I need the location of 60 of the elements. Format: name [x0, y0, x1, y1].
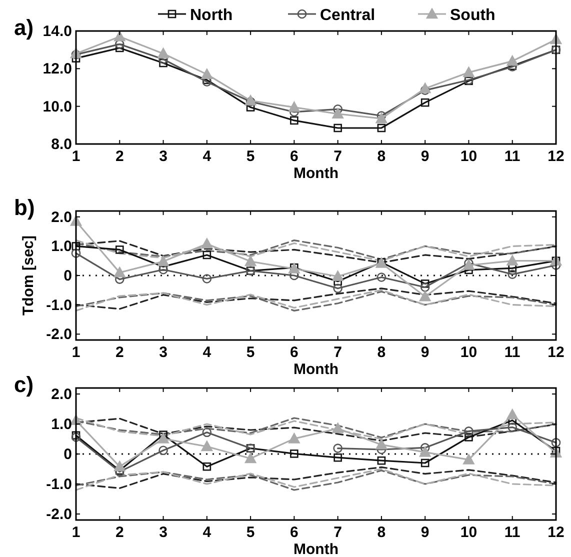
x-tick-label: 2	[115, 148, 124, 165]
x-tick-label: 10	[460, 344, 478, 361]
x-tick-label: 11	[504, 344, 520, 361]
x-tick-label: 2	[115, 344, 124, 361]
x-tick-label: 4	[202, 344, 212, 361]
x-tick-label: 3	[159, 148, 168, 165]
chart-title: c)	[14, 372, 34, 397]
x-tick-label: 2	[115, 524, 124, 541]
x-tick-label: 9	[420, 524, 430, 541]
x-tick-label: 6	[290, 524, 298, 541]
legend-label: North	[190, 7, 233, 24]
x-tick-label: 8	[377, 148, 386, 165]
x-axis-title: Month	[294, 361, 338, 378]
y-tick-label: -1.0	[46, 296, 72, 314]
x-tick-label: 12	[548, 148, 564, 165]
x-tick-label: 1	[72, 524, 80, 541]
y-tick-label: 0	[64, 446, 72, 463]
x-tick-label: 6	[290, 344, 298, 361]
x-tick-label: 10	[460, 524, 478, 541]
x-tick-label: 7	[334, 524, 342, 541]
x-tick-label: 7	[334, 148, 342, 165]
y-tick-label: -2.0	[46, 506, 72, 523]
x-tick-label: 1	[72, 148, 80, 165]
y-axis-title: Tdom [sec]	[20, 235, 37, 316]
x-tick-label: 10	[460, 148, 478, 165]
chart-title: a)	[14, 15, 34, 40]
chart-title: b)	[14, 195, 35, 220]
x-axis-title: Month	[294, 541, 338, 557]
x-tick-label: 9	[420, 148, 430, 165]
x-tick-label: 5	[246, 344, 255, 361]
x-tick-label: 8	[377, 524, 386, 541]
x-axis-title: Month	[294, 165, 338, 182]
x-tick-label: 3	[159, 344, 168, 361]
x-tick-label: 7	[334, 344, 342, 361]
x-tick-label: 11	[504, 148, 520, 165]
y-tick-label: 1.0	[51, 238, 72, 256]
x-tick-label: 8	[377, 344, 386, 361]
x-tick-label: 1	[72, 344, 80, 361]
y-tick-label: 2.0	[51, 386, 72, 403]
x-tick-label: 12	[548, 524, 564, 541]
x-tick-label: 4	[202, 148, 212, 165]
y-tick-label: 1.0	[51, 416, 72, 433]
y-tick-label: -2.0	[46, 326, 72, 344]
y-tick-label: 2.0	[51, 208, 72, 226]
x-tick-label: 11	[504, 524, 520, 541]
y-tick-label: 12.0	[42, 60, 72, 78]
y-tick-label: 8.0	[51, 136, 72, 153]
x-tick-label: 5	[246, 524, 255, 541]
x-tick-label: 3	[159, 524, 168, 541]
x-tick-label: 5	[246, 148, 255, 165]
y-tick-label: 10.0	[42, 98, 72, 116]
x-tick-label: 6	[290, 148, 298, 165]
y-tick-label: 14.0	[42, 23, 72, 40]
x-tick-label: 9	[420, 344, 430, 361]
x-tick-label: 12	[548, 344, 564, 361]
y-tick-label: -1.0	[46, 476, 72, 493]
legend-label: South	[450, 7, 496, 24]
legend-label: Central	[320, 7, 376, 24]
y-tick-label: 0	[64, 268, 72, 284]
x-tick-label: 4	[202, 524, 212, 541]
